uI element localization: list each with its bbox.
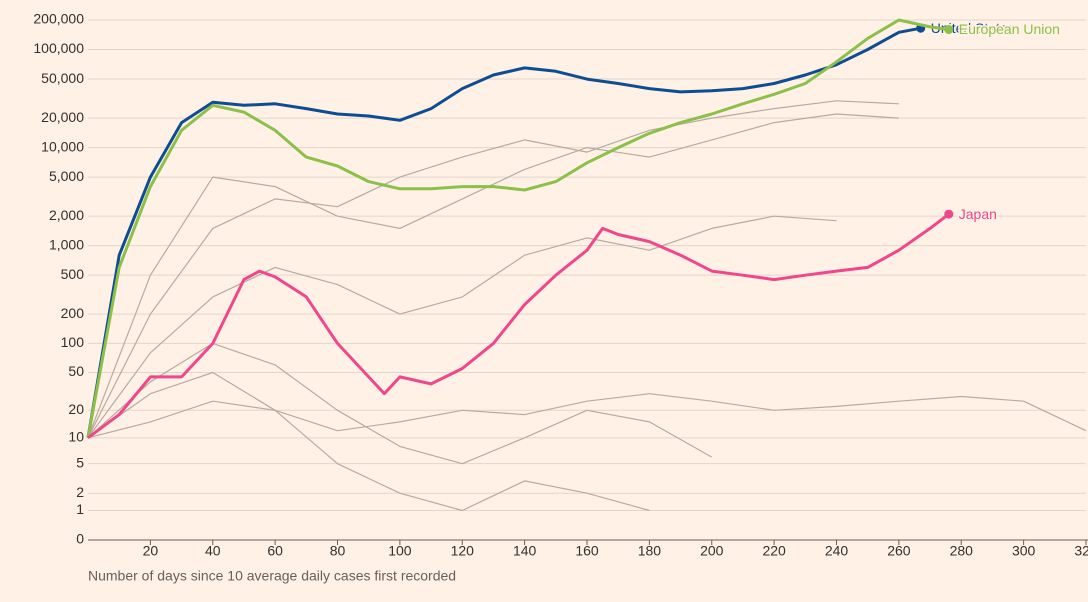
y-tick-label: 2,000 <box>49 207 84 223</box>
y-tick-label: 10 <box>68 429 84 445</box>
country-line <box>87 100 899 439</box>
x-tick-label: 140 <box>513 543 537 559</box>
y-tick-label: 20 <box>68 401 84 417</box>
y-tick-label: 2 <box>76 484 84 500</box>
x-tick-label: 180 <box>638 543 662 559</box>
country-line <box>87 371 650 512</box>
country-line <box>87 113 899 439</box>
x-tick-label: 120 <box>451 543 475 559</box>
y-tick-label: 5 <box>76 454 84 470</box>
highlight-line <box>86 26 921 439</box>
series-label: European Union <box>959 21 1060 37</box>
y-tick-label: 10,000 <box>41 138 84 154</box>
highlight-line <box>86 18 950 439</box>
y-tick-label: 0 <box>76 531 84 547</box>
x-tick-label: 320 <box>1074 543 1088 559</box>
y-tick-label: 100 <box>61 334 85 350</box>
y-tick-label: 1 <box>76 501 84 517</box>
y-tick-label: 20,000 <box>41 109 84 125</box>
x-tick-label: 60 <box>267 543 283 559</box>
y-tick-label: 200,000 <box>33 11 84 27</box>
x-tick-label: 40 <box>205 543 221 559</box>
series-label: Japan <box>959 206 997 222</box>
end-dot <box>944 25 954 35</box>
x-tick-label: 280 <box>950 543 974 559</box>
country-line <box>87 215 837 439</box>
country-line <box>87 342 713 465</box>
x-tick-label: 220 <box>762 543 786 559</box>
x-tick-label: 160 <box>575 543 599 559</box>
y-tick-label: 100,000 <box>33 40 84 56</box>
y-tick-label: 1,000 <box>49 236 84 252</box>
x-tick-label: 20 <box>143 543 159 559</box>
x-tick-label: 80 <box>330 543 346 559</box>
highlight-line <box>87 212 950 440</box>
end-dot <box>944 209 954 219</box>
x-tick-label: 200 <box>700 543 724 559</box>
y-tick-label: 5,000 <box>49 168 84 184</box>
y-tick-label: 500 <box>61 266 85 282</box>
x-tick-label: 260 <box>887 543 911 559</box>
y-tick-label: 200 <box>61 305 85 321</box>
y-tick-label: 50,000 <box>41 70 84 86</box>
x-axis-label: Number of days since 10 average daily ca… <box>88 568 456 584</box>
y-tick-label: 50 <box>68 363 84 379</box>
country-line <box>87 393 1087 439</box>
x-tick-label: 240 <box>825 543 849 559</box>
x-tick-label: 100 <box>388 543 412 559</box>
x-tick-label: 300 <box>1012 543 1036 559</box>
